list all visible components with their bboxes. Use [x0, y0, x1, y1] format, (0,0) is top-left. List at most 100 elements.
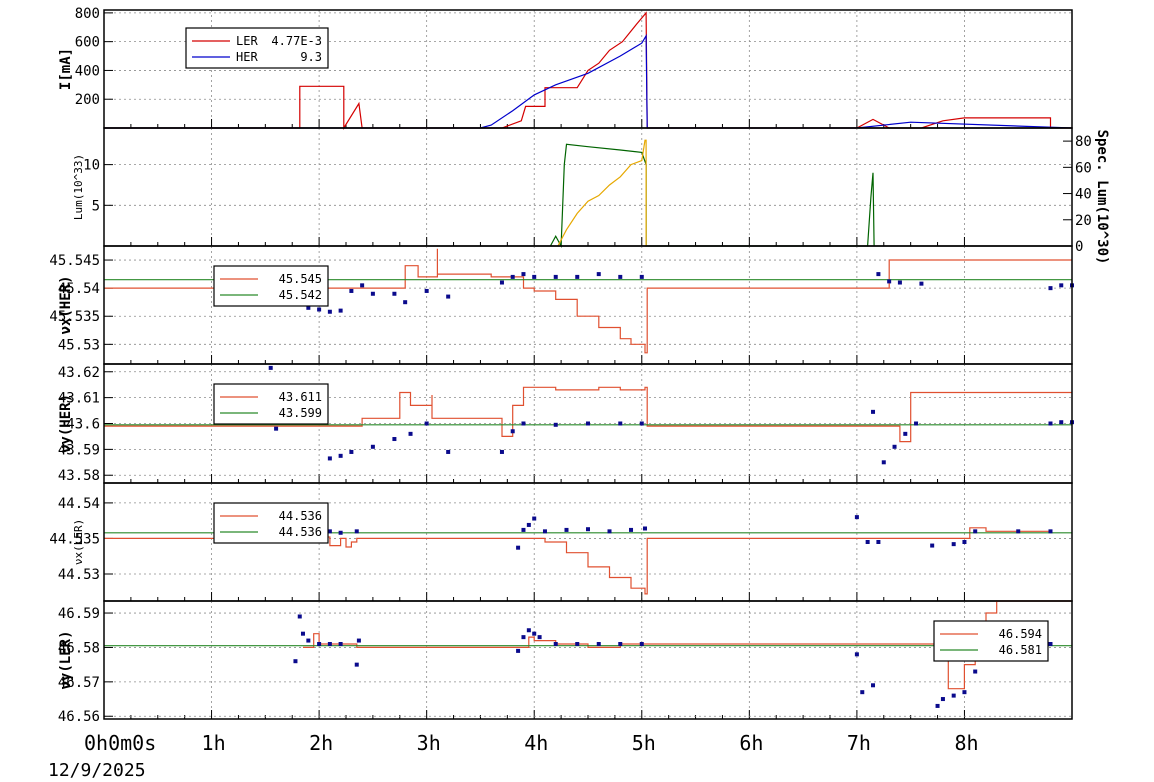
data-point	[370, 291, 375, 296]
y-tick-label: 44.53	[58, 567, 100, 583]
data-point	[532, 516, 537, 521]
legend-series-value: 44.536	[279, 525, 322, 539]
data-point	[860, 690, 865, 695]
series-line-1	[104, 248, 1072, 354]
data-point	[1016, 529, 1021, 534]
data-point	[542, 529, 547, 534]
y2-tick-label: 60	[1075, 160, 1092, 176]
x-tick-label: 6h	[739, 731, 763, 755]
x-tick-label: 5h	[632, 731, 656, 755]
panel-1: 200 400 600 800 I[mA] LER 4.77E-3 HER 9.3	[58, 6, 1073, 131]
legend-series-value: 9.3	[300, 50, 322, 64]
data-point	[586, 421, 590, 426]
data-point	[951, 693, 956, 698]
data-point	[293, 659, 298, 664]
series-line-1	[104, 386, 1072, 443]
data-point	[871, 683, 876, 688]
legend: 44.536 44.536	[213, 502, 329, 544]
data-point	[356, 638, 361, 643]
data-point	[499, 449, 504, 454]
y-tick-label: 45.54	[58, 281, 100, 297]
data-point	[865, 540, 870, 544]
legend-series-value: 44.536	[279, 509, 322, 523]
data-point	[930, 543, 935, 548]
data-point	[306, 305, 311, 310]
data-point	[854, 652, 859, 657]
data-point	[516, 545, 521, 550]
data-point	[510, 274, 515, 279]
data-point	[854, 515, 859, 520]
y-axis-label: νx(HER)	[58, 275, 74, 334]
y-tick-label: 45.535	[49, 309, 100, 325]
y2-axis-label: Spec. Lum(10^30)	[1094, 130, 1110, 265]
legend-series-value: 46.581	[999, 643, 1042, 657]
y-tick-label: 46.59	[58, 606, 100, 622]
data-point	[973, 529, 978, 534]
data-point	[871, 409, 876, 414]
y-tick-label: 800	[75, 6, 100, 22]
data-point	[575, 642, 580, 647]
data-point	[897, 280, 902, 285]
data-point	[639, 274, 644, 279]
x-tick-label: 7h	[847, 731, 871, 755]
data-point	[618, 274, 623, 279]
data-point	[881, 460, 886, 465]
data-point	[327, 309, 332, 314]
legend-series-value: 4.77E-3	[271, 34, 322, 48]
data-point	[887, 279, 892, 284]
data-point	[629, 527, 634, 532]
data-point	[338, 453, 343, 458]
data-point	[424, 421, 429, 426]
y-tick-label: 10	[83, 158, 100, 174]
panel-6: 46.56 46.57 46.58 46.59 νy(LER) 46.594 46.581	[58, 600, 1073, 725]
data-point	[516, 648, 521, 653]
legend-box	[933, 620, 1049, 662]
data-point	[306, 638, 311, 643]
data-point	[962, 540, 967, 544]
data-point	[1048, 642, 1053, 647]
data-point	[618, 421, 623, 426]
data-point	[338, 308, 343, 313]
data-point	[553, 422, 558, 427]
data-point	[446, 294, 451, 299]
y2-tick-label: 80	[1075, 134, 1092, 150]
y-tick-label: 44.535	[49, 531, 100, 547]
data-point	[876, 540, 881, 544]
data-point	[1048, 529, 1053, 534]
data-point	[338, 530, 343, 535]
data-point	[338, 642, 343, 647]
legend-series-value: 45.542	[279, 288, 322, 302]
legend-box	[185, 27, 329, 69]
data-point	[903, 431, 908, 436]
legend-series-value: 43.611	[279, 390, 322, 404]
y-tick-label: 44.54	[58, 496, 100, 512]
data-point	[300, 631, 305, 636]
y-axis-label: νy(LER)	[58, 630, 74, 689]
y-axis-label: I[mA]	[58, 48, 74, 90]
data-point	[424, 288, 429, 293]
data-point	[360, 283, 365, 288]
data-point	[639, 421, 644, 426]
data-point	[618, 642, 623, 647]
y2-tick-label: 0	[1075, 239, 1083, 255]
legend: 43.611 43.599	[213, 383, 329, 425]
x-tick-label: 0h0m0s	[84, 731, 156, 755]
y-tick-label: 46.57	[58, 675, 100, 691]
data-point	[521, 635, 526, 640]
x-tick-label: 8h	[954, 731, 978, 755]
data-point	[973, 669, 978, 674]
legend-series-name: HER	[236, 50, 258, 64]
y-tick-label: 200	[75, 92, 100, 108]
legend-series-value: 43.599	[279, 406, 322, 420]
series-line-2	[557, 139, 647, 247]
data-point	[403, 300, 408, 305]
legend: 46.594 46.581	[933, 620, 1049, 662]
data-point	[564, 527, 569, 532]
x-tick-label: 1h	[202, 731, 226, 755]
legend: 45.545 45.542	[213, 265, 329, 307]
x-tick-label: 2h	[309, 731, 333, 755]
data-point	[499, 280, 504, 285]
data-point	[553, 642, 558, 647]
